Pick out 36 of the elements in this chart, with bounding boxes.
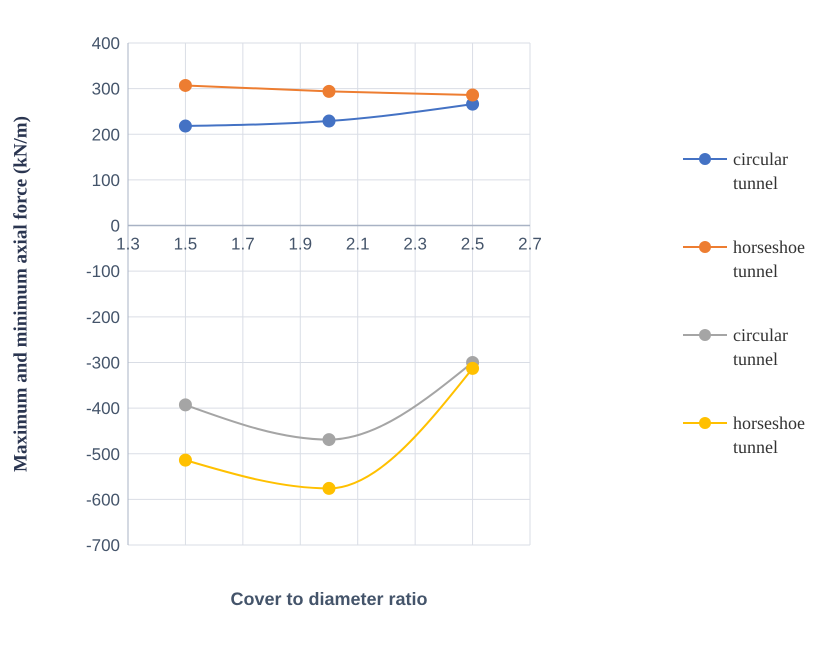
point (322, 433, 336, 446)
x-tick-label: 2.5 (460, 234, 484, 254)
x-tick-label: 1.7 (231, 234, 255, 254)
x-tick-label: 2.7 (518, 234, 542, 254)
point (466, 362, 480, 375)
x-tick-label: 2.1 (346, 234, 370, 254)
y-tick-label: 200 (92, 125, 120, 144)
x-tick-label: 1.3 (116, 234, 140, 254)
y-tick-label: 100 (92, 170, 120, 190)
y-tick-label: -300 (86, 353, 120, 372)
y-tick-label: -200 (86, 308, 120, 327)
point (178, 78, 192, 92)
y-tick-label: -400 (86, 399, 120, 418)
legend-label: circular tunnel (733, 324, 789, 371)
y-tick-label: 400 (92, 34, 120, 54)
legend-label: horseshoe tunnel (733, 412, 805, 459)
point (322, 114, 336, 128)
y-tick-label: -100 (86, 262, 120, 282)
x-tick-label: 2.3 (403, 234, 427, 254)
point (178, 454, 192, 467)
legend-label: circular tunnel (733, 148, 789, 195)
y-tick-label: -600 (86, 490, 120, 510)
point (322, 84, 336, 98)
y-tick-label: 300 (92, 80, 120, 99)
point (178, 398, 192, 412)
x-axis-title: Cover to diameter ratio (230, 589, 428, 609)
legend-label: horseshoe tunnel (733, 236, 805, 283)
y-tick-label: -500 (86, 444, 120, 464)
y-axis-title: Maximum and minimum axial force (kN/m) (10, 116, 32, 472)
point (322, 482, 336, 495)
point (178, 120, 192, 133)
y-tick-label: 0 (110, 216, 120, 236)
x-tick-label: 1.9 (288, 234, 312, 254)
x-tick-label: 1.5 (174, 234, 198, 254)
y-tick-label: -700 (86, 536, 120, 556)
point (466, 88, 480, 102)
